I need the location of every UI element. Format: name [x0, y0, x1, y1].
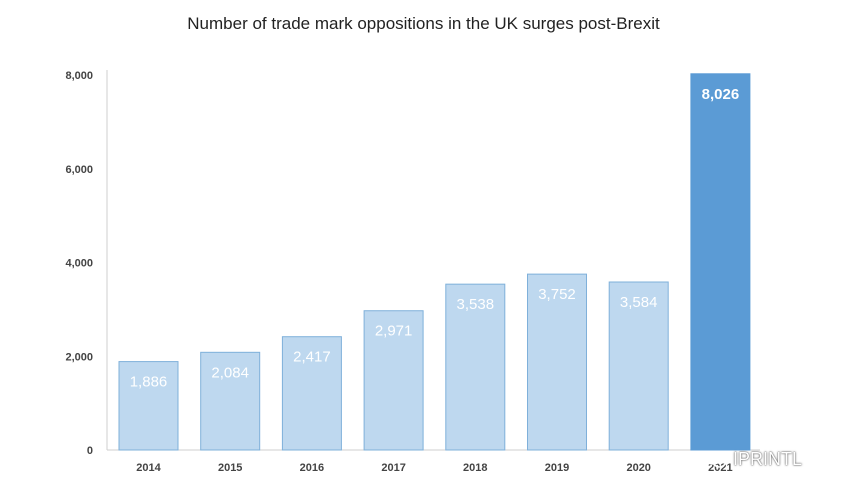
data-label: 2,417 — [293, 349, 331, 366]
wechat-icon — [704, 450, 727, 469]
bar — [118, 361, 179, 451]
watermark: IPRINTL — [704, 449, 803, 470]
bar — [445, 283, 506, 451]
x-tick-label: 2014 — [136, 462, 161, 474]
data-label: 8,026 — [702, 86, 740, 103]
x-tick-label: 2018 — [463, 462, 487, 474]
x-tick-label: 2019 — [545, 462, 569, 474]
data-label: 3,584 — [620, 294, 658, 311]
x-tick-label: 2020 — [626, 462, 650, 474]
bar — [608, 281, 669, 451]
y-tick-label: 2,000 — [65, 351, 93, 363]
chart-title: Number of trade mark oppositions in the … — [187, 14, 660, 33]
data-label: 2,971 — [375, 323, 413, 340]
watermark-text: IPRINTL — [733, 449, 803, 469]
bar — [527, 273, 587, 451]
data-label: 2,084 — [211, 364, 249, 381]
data-label: 3,752 — [538, 286, 576, 303]
bar — [200, 351, 261, 451]
x-tick-label: 2015 — [218, 462, 242, 474]
x-tick-label: 2017 — [381, 462, 405, 474]
y-tick-label: 4,000 — [65, 258, 93, 270]
y-tick-label: 8,000 — [65, 70, 93, 82]
x-tick-label: 2016 — [300, 462, 324, 474]
y-tick-label: 6,000 — [65, 164, 93, 176]
data-label: 3,538 — [457, 296, 495, 313]
y-tick-label: 0 — [87, 445, 93, 457]
bar — [281, 336, 342, 451]
data-label: 1,886 — [130, 374, 168, 391]
bar — [363, 310, 424, 451]
bar — [690, 73, 751, 451]
